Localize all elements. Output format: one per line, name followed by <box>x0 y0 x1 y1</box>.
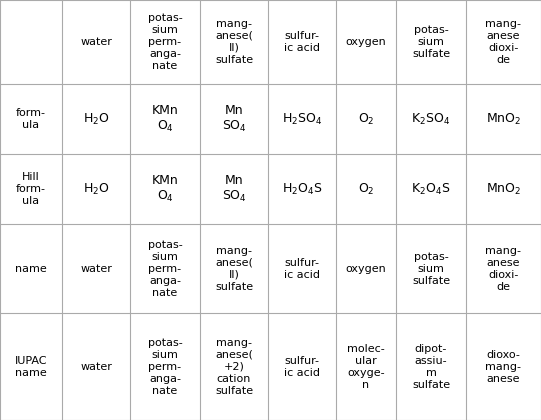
Text: water: water <box>80 263 112 273</box>
Text: mang-
anese(
+2)
cation
sulfate: mang- anese( +2) cation sulfate <box>215 338 253 396</box>
Text: KMn
O$_4$: KMn O$_4$ <box>151 173 179 205</box>
Text: MnO$_2$: MnO$_2$ <box>486 111 521 126</box>
Text: H$_2$SO$_4$: H$_2$SO$_4$ <box>282 111 322 126</box>
Text: KMn
O$_4$: KMn O$_4$ <box>151 104 179 134</box>
Text: sulfur-
ic acid: sulfur- ic acid <box>284 257 320 279</box>
Text: Mn
SO$_4$: Mn SO$_4$ <box>222 104 247 134</box>
Text: potas-
sium
perm-
anga-
nate: potas- sium perm- anga- nate <box>148 239 182 297</box>
Text: potas-
sium
perm-
anga-
nate: potas- sium perm- anga- nate <box>148 13 182 71</box>
Text: name: name <box>15 263 47 273</box>
Text: mang-
anese
dioxi-
de: mang- anese dioxi- de <box>485 19 522 65</box>
Text: H$_2$O: H$_2$O <box>83 111 109 126</box>
Text: mang-
anese(
II)
sulfate: mang- anese( II) sulfate <box>215 246 253 291</box>
Text: water: water <box>80 37 112 47</box>
Text: potas-
sium
sulfate: potas- sium sulfate <box>412 252 450 286</box>
Text: K$_2$O$_4$S: K$_2$O$_4$S <box>411 181 451 197</box>
Text: sulfur-
ic acid: sulfur- ic acid <box>284 355 320 378</box>
Text: H$_2$O$_4$S: H$_2$O$_4$S <box>282 181 322 197</box>
Text: IUPAC
name: IUPAC name <box>15 355 47 378</box>
Text: O$_2$: O$_2$ <box>358 111 374 126</box>
Text: water: water <box>80 362 112 372</box>
Text: K$_2$SO$_4$: K$_2$SO$_4$ <box>412 111 451 126</box>
Text: mang-
anese(
II)
sulfate: mang- anese( II) sulfate <box>215 19 253 65</box>
Text: oxygen: oxygen <box>346 263 386 273</box>
Text: potas-
sium
sulfate: potas- sium sulfate <box>412 25 450 59</box>
Text: sulfur-
ic acid: sulfur- ic acid <box>284 31 320 53</box>
Text: mang-
anese
dioxi-
de: mang- anese dioxi- de <box>485 246 522 291</box>
Text: MnO$_2$: MnO$_2$ <box>486 181 521 197</box>
Text: potas-
sium
perm-
anga-
nate: potas- sium perm- anga- nate <box>148 338 182 396</box>
Text: O$_2$: O$_2$ <box>358 181 374 197</box>
Text: form-
ula: form- ula <box>16 108 46 130</box>
Text: H$_2$O: H$_2$O <box>83 181 109 197</box>
Text: molec-
ular
oxyge-
n: molec- ular oxyge- n <box>347 344 385 389</box>
Text: dipot-
assiu-
m
sulfate: dipot- assiu- m sulfate <box>412 344 450 389</box>
Text: dioxo-
mang-
anese: dioxo- mang- anese <box>485 349 522 383</box>
Text: Hill
form-
ula: Hill form- ula <box>16 172 46 206</box>
Text: Mn
SO$_4$: Mn SO$_4$ <box>222 173 247 205</box>
Text: oxygen: oxygen <box>346 37 386 47</box>
